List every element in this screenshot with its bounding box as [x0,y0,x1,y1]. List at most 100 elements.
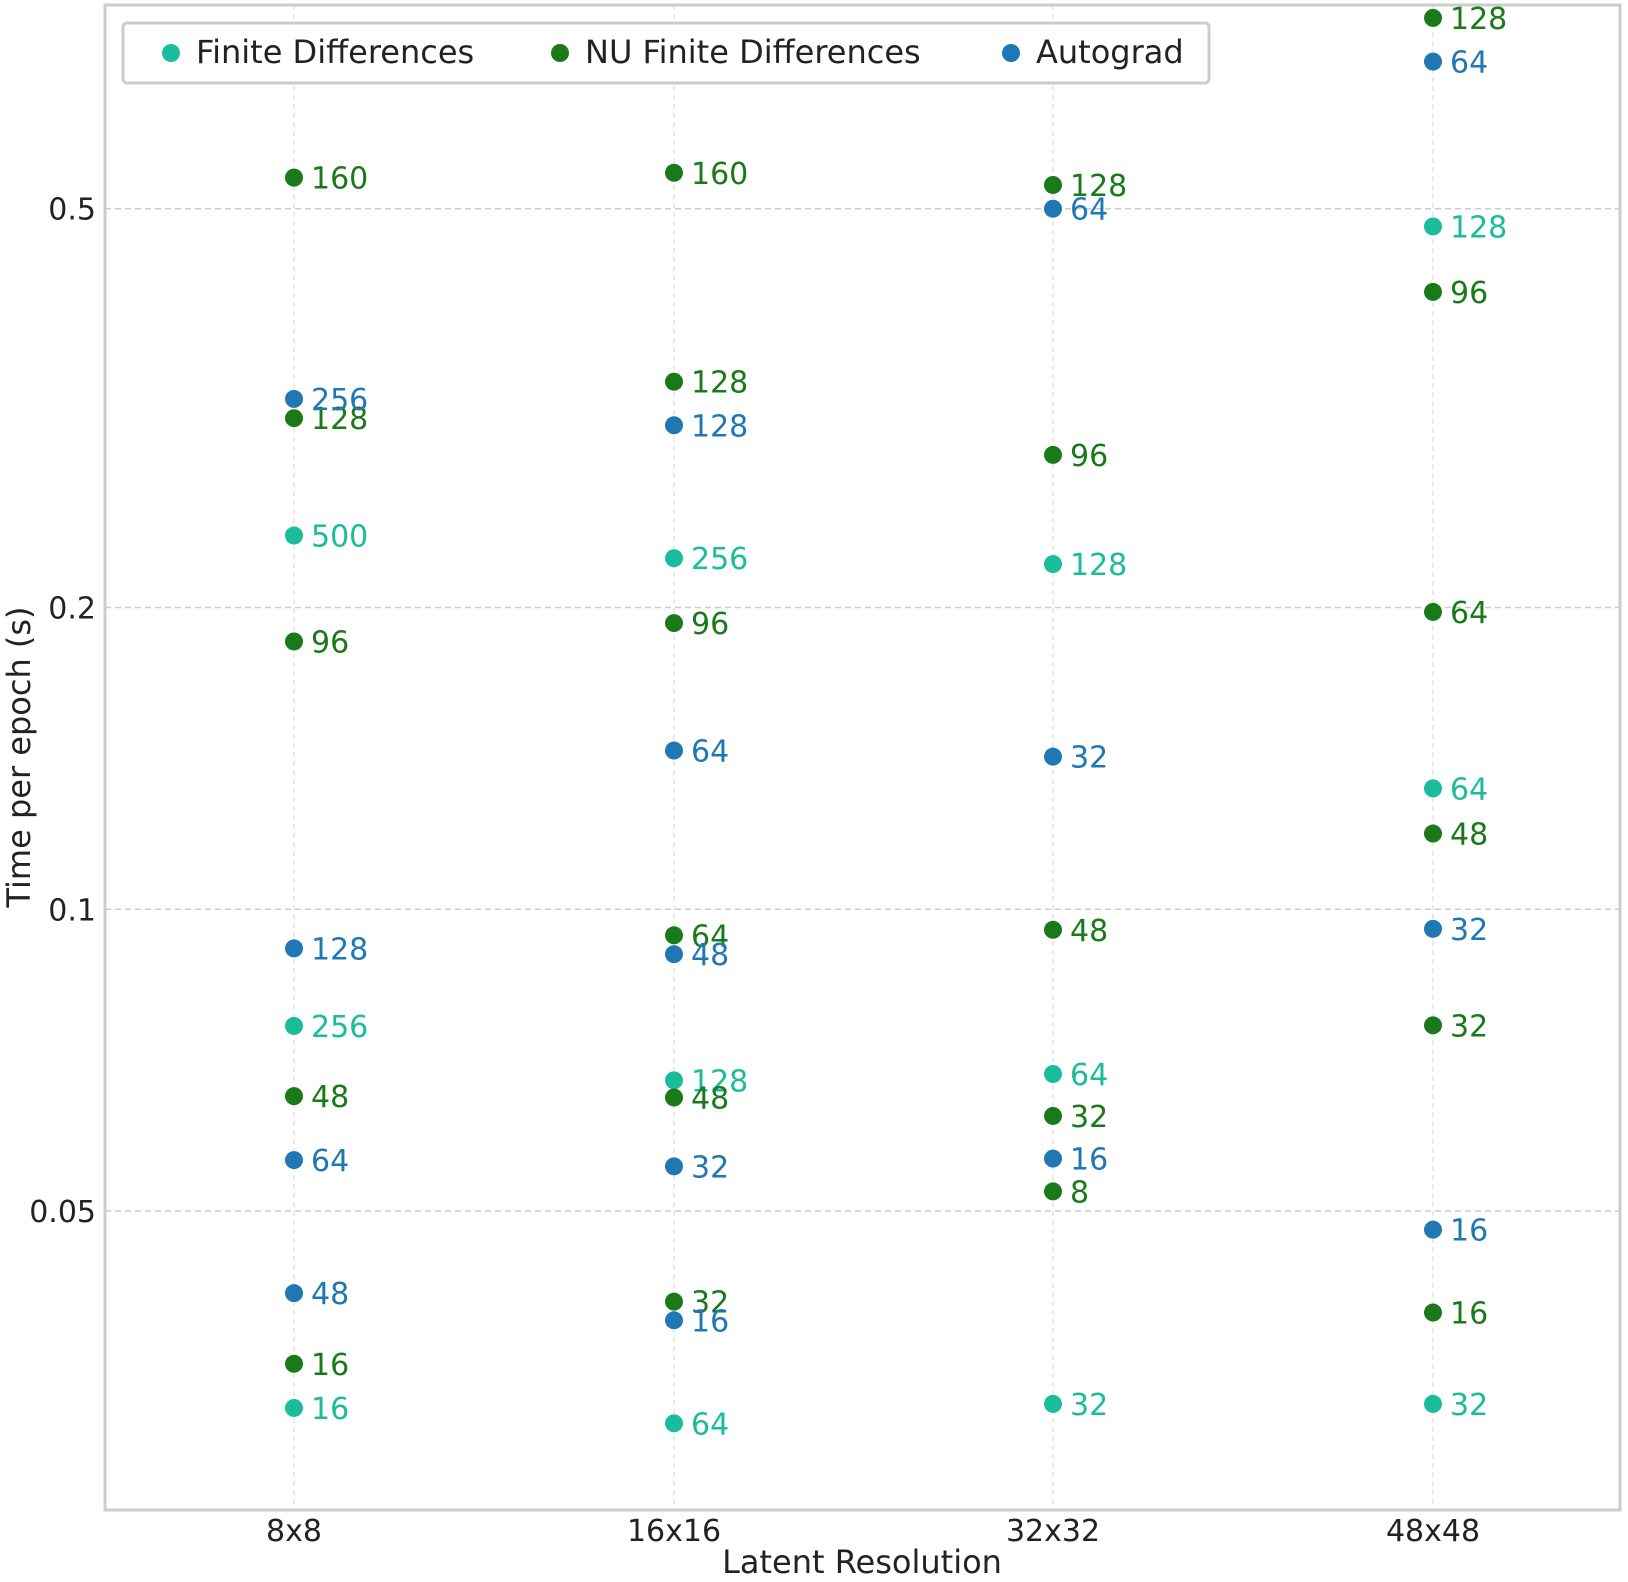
data-point [285,1016,303,1035]
x-tick-label: 8x8 [266,1514,322,1549]
data-point [1044,555,1062,574]
data-label: 8 [1070,1175,1089,1210]
data-point [665,1088,683,1107]
data-label: 64 [691,1407,729,1442]
data-label: 256 [691,542,748,577]
data-point [665,614,683,633]
data-label: 32 [691,1150,729,1185]
data-label: 96 [311,625,349,660]
data-point [1044,1106,1062,1125]
data-label: 160 [311,162,368,197]
data-label: 128 [311,932,368,967]
data-point [665,416,683,435]
data-point [1044,1394,1062,1413]
data-point [1424,52,1442,71]
data-label: 64 [691,919,729,954]
data-label: 96 [1450,276,1488,311]
data-point [285,1284,303,1303]
data-point [1424,824,1442,843]
data-point [285,939,303,958]
data-label: 64 [311,1144,349,1179]
data-point [1044,175,1062,194]
y-tick-label: 0.05 [29,1195,96,1230]
series-nu-finite-differences: 1601289648161601289664483212896483281289… [285,2,1507,1383]
data-label: 96 [691,607,729,642]
x-tick-label: 16x16 [627,1514,721,1549]
data-point [1044,445,1062,464]
data-point [285,389,303,408]
data-point [1424,1303,1442,1322]
data-label: 96 [1070,439,1108,474]
data-point [285,168,303,187]
data-label: 32 [1070,1100,1108,1135]
data-point [665,1157,683,1176]
data-label: 128 [691,1064,748,1099]
x-tick-label: 48x48 [1386,1514,1480,1549]
data-point [665,1292,683,1311]
data-label: 500 [311,520,368,555]
data-label: 160 [691,157,748,192]
data-label: 64 [1070,1058,1108,1093]
x-axis-label: Latent Resolution [722,1543,1002,1581]
data-point [1044,1182,1062,1201]
data-point [1424,217,1442,236]
legend-marker [1002,44,1020,62]
data-point [285,409,303,428]
data-label: 16 [1450,1214,1488,1249]
data-point [285,526,303,545]
data-label: 48 [1070,914,1108,949]
data-label: 48 [691,938,729,973]
data-point [1424,1016,1442,1035]
legend-box [121,21,1211,85]
legend-marker [551,44,569,62]
data-label: 128 [691,366,748,401]
data-label: 128 [1450,210,1507,245]
data-label: 64 [1450,596,1488,631]
data-point [1424,8,1442,27]
data-point [665,372,683,391]
data-label: 16 [1070,1143,1108,1178]
y-tick-label: 0.1 [48,893,96,928]
legend-marker [162,44,180,62]
data-point [665,163,683,182]
legend-label: Autograd [1036,33,1184,71]
data-label: 16 [691,1304,729,1339]
data-point [285,1398,303,1417]
data-label: 32 [1450,913,1488,948]
data-label: 32 [1450,1388,1488,1423]
grid-lines [105,5,1620,1510]
data-point [665,741,683,760]
y-tick-label: 0.5 [48,193,96,228]
data-label: 64 [1450,46,1488,81]
data-point [285,1151,303,1170]
data-point [1044,1064,1062,1083]
data-point [1044,920,1062,939]
data-label: 32 [1070,1388,1108,1423]
data-point [285,1087,303,1106]
data-label: 128 [1450,2,1507,37]
data-point [1044,199,1062,218]
data-point [665,1414,683,1433]
data-label: 128 [1070,169,1127,204]
legend-label: NU Finite Differences [585,33,921,71]
data-point [1424,1394,1442,1413]
data-label: 16 [311,1392,349,1427]
data-label: 128 [311,402,368,437]
data-label: 32 [691,1286,729,1321]
data-label: 48 [311,1277,349,1312]
data-point [285,632,303,651]
data-point [1424,602,1442,621]
data-label: 32 [1450,1009,1488,1044]
data-point [665,549,683,568]
data-point [665,1311,683,1330]
data-label: 64 [1070,193,1108,228]
data-point [1424,282,1442,301]
data-label: 64 [1450,772,1488,807]
data-point [1044,747,1062,766]
data-label: 128 [1070,548,1127,583]
data-point [285,1354,303,1373]
data-label: 256 [311,1010,368,1045]
